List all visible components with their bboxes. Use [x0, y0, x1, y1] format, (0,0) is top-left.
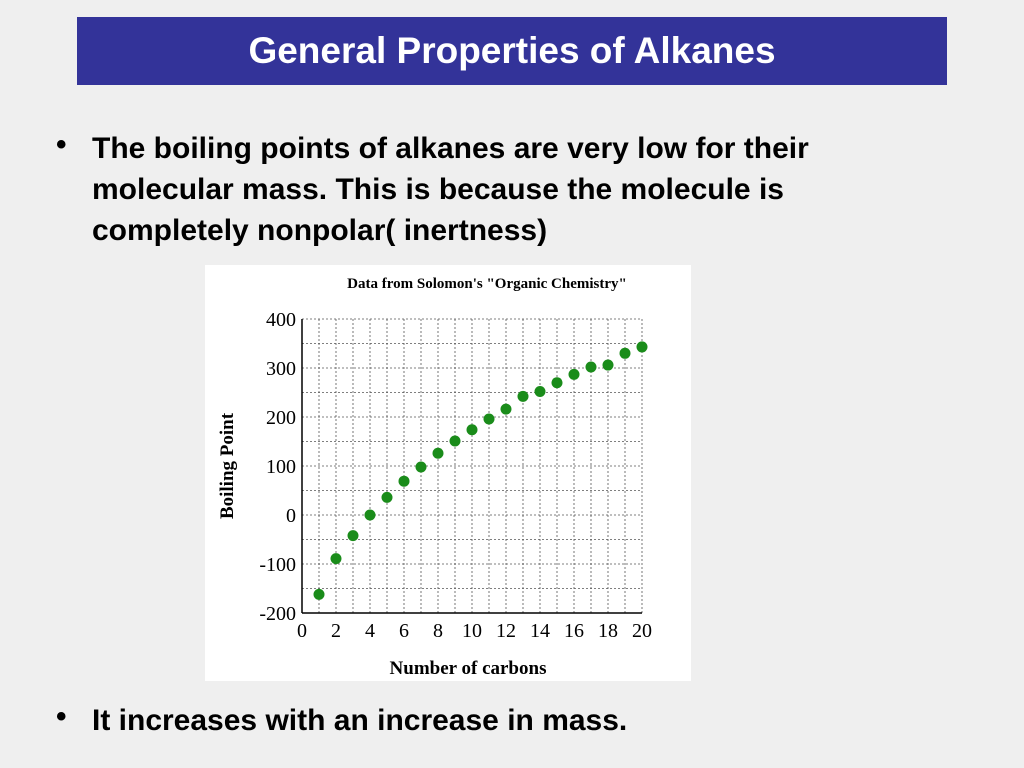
data-point: [602, 359, 614, 371]
data-point: [568, 368, 580, 380]
data-point: [585, 361, 597, 373]
y-tick-label: 400: [266, 309, 296, 331]
y-tick-label: -100: [259, 554, 296, 576]
bullet-text-2: It increases with an increase in mass.: [92, 704, 628, 737]
data-point: [449, 435, 461, 447]
chart-y-axis-label: Boiling Point: [217, 412, 238, 519]
x-tick-label: 18: [598, 620, 618, 642]
chart-ticks: 0 2 4 6 8 10 12 14 16 18 20 400 300 200 100 0 -100 -200: [259, 309, 652, 642]
x-tick-label: 0: [297, 620, 307, 642]
y-tick-label: 200: [266, 407, 296, 429]
y-tick-label: 100: [266, 456, 296, 478]
data-point: [534, 386, 546, 398]
x-tick-label: 10: [462, 620, 482, 642]
data-point: [398, 475, 410, 487]
data-point: [381, 491, 393, 503]
data-point: [313, 588, 325, 600]
chart-title: Data from Solomon's "Organic Chemistry": [347, 276, 627, 292]
x-tick-label: 20: [632, 620, 652, 642]
data-point: [551, 377, 563, 389]
x-tick-label: 4: [365, 620, 375, 642]
data-point: [415, 461, 427, 473]
chart-grid: [301, 318, 643, 614]
data-point: [347, 530, 359, 542]
bullet-marker-2: •: [56, 700, 67, 733]
data-point: [636, 341, 648, 353]
data-point: [432, 447, 444, 459]
y-tick-label: 0: [286, 505, 296, 527]
bullet-marker-1: •: [56, 128, 67, 161]
x-tick-label: 14: [530, 620, 550, 642]
y-tick-label: 300: [266, 358, 296, 380]
data-point: [500, 403, 512, 415]
data-point: [619, 347, 631, 359]
slide-title: General Properties of Alkanes: [248, 30, 776, 71]
title-bar: General Properties of Alkanes: [77, 17, 947, 85]
data-point: [483, 413, 495, 425]
bullet-text-1: The boiling points of alkanes are very l…: [92, 132, 809, 247]
data-point: [517, 390, 529, 402]
data-point: [364, 509, 376, 521]
data-point: [466, 424, 478, 436]
x-tick-label: 12: [496, 620, 516, 642]
x-tick-label: 2: [331, 620, 341, 642]
chart-panel: Data from Solomon's "Organic Chemistry" …: [205, 265, 691, 681]
y-tick-label: -200: [259, 603, 296, 625]
chart-points: [313, 341, 648, 600]
x-tick-label: 6: [399, 620, 409, 642]
chart-x-axis-label: Number of carbons: [390, 658, 547, 679]
data-point: [330, 553, 342, 565]
x-tick-label: 16: [564, 620, 584, 642]
boiling-point-chart: Data from Solomon's "Organic Chemistry" …: [217, 276, 652, 679]
x-tick-label: 8: [433, 620, 443, 642]
